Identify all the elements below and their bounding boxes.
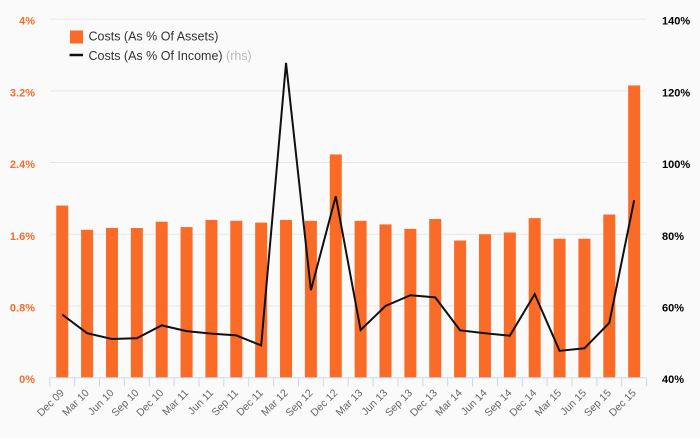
svg-text:120%: 120% bbox=[662, 87, 690, 99]
svg-text:4%: 4% bbox=[19, 16, 35, 28]
svg-text:80%: 80% bbox=[662, 231, 684, 243]
svg-text:0.8%: 0.8% bbox=[10, 302, 35, 314]
svg-text:60%: 60% bbox=[662, 302, 684, 314]
svg-text:140%: 140% bbox=[662, 16, 690, 28]
svg-text:Costs (As % Of Assets): Costs (As % Of Assets) bbox=[89, 30, 219, 44]
svg-text:1.6%: 1.6% bbox=[10, 231, 35, 243]
svg-text:2.4%: 2.4% bbox=[10, 159, 35, 171]
svg-text:Costs (As % Of Income) (rhs): Costs (As % Of Income) (rhs) bbox=[89, 49, 252, 63]
svg-text:100%: 100% bbox=[662, 159, 690, 171]
svg-text:0%: 0% bbox=[19, 374, 35, 386]
svg-text:3.2%: 3.2% bbox=[10, 87, 35, 99]
svg-text:40%: 40% bbox=[662, 374, 684, 386]
